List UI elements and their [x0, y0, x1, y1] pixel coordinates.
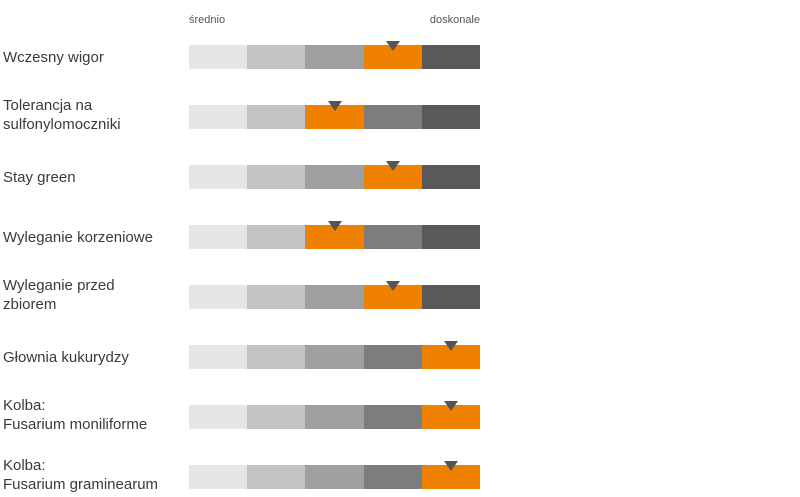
- trait-label: Kolba: Fusarium moniliforme: [3, 397, 148, 433]
- trait-label: Wczesny wigor: [3, 49, 104, 66]
- rating-segment: [364, 345, 422, 369]
- rating-bar: [189, 165, 480, 189]
- rating-segment: [247, 105, 305, 129]
- rating-segment: [189, 165, 247, 189]
- trait-row: Wyleganie korzeniowe: [0, 0, 800, 249]
- rating-segment: [364, 225, 422, 249]
- trait-row: Stay green: [0, 0, 800, 189]
- rating-bar: [189, 105, 480, 129]
- rating-marker-icon: [386, 41, 400, 51]
- trait-label: Głownia kukurydzy: [3, 349, 129, 366]
- rating-marker-icon: [328, 101, 342, 111]
- rating-segment: [305, 345, 364, 369]
- rating-segment: [422, 105, 480, 129]
- rating-segment: [189, 285, 247, 309]
- rating-segment: [247, 45, 305, 69]
- rating-segment: [364, 405, 422, 429]
- rating-segment: [247, 285, 305, 309]
- rating-segment: [364, 105, 422, 129]
- rating-marker-icon: [444, 461, 458, 471]
- rating-segment: [247, 465, 305, 489]
- rating-segment: [422, 45, 480, 69]
- trait-label: Stay green: [3, 169, 76, 186]
- rating-segment: [247, 225, 305, 249]
- rating-segment: [422, 165, 480, 189]
- trait-row: Głownia kukurydzy: [0, 0, 800, 369]
- rating-bar: [189, 45, 480, 69]
- trait-label: Kolba: Fusarium graminearum: [3, 457, 159, 493]
- rating-bar: [189, 285, 480, 309]
- rating-segment: [422, 225, 480, 249]
- rating-segment: [364, 465, 422, 489]
- rating-segment: [305, 45, 364, 69]
- scale-min-label: średnio: [189, 14, 226, 26]
- rating-segment: [247, 345, 305, 369]
- rating-segment: [189, 225, 247, 249]
- rating-bar: [189, 465, 480, 489]
- trait-row: Wczesny wigor: [0, 0, 800, 69]
- rating-bar: [189, 405, 480, 429]
- rating-segment: [189, 105, 247, 129]
- trait-label: Wyleganie korzeniowe: [3, 229, 153, 246]
- scale-max-label: doskonale: [429, 14, 480, 26]
- trait-row: Tolerancja na sulfonylomoczniki: [0, 0, 800, 133]
- rating-marker-icon: [444, 341, 458, 351]
- rating-marker-icon: [444, 401, 458, 411]
- rating-segment: [305, 465, 364, 489]
- trait-row: Wyleganie przed zbiorem: [0, 0, 800, 313]
- rating-marker-icon: [386, 161, 400, 171]
- rating-segment: [247, 165, 305, 189]
- trait-row: Kolba: Fusarium moniliforme: [0, 0, 800, 433]
- rating-segment: [305, 165, 364, 189]
- rating-segment: [189, 405, 247, 429]
- rating-segment: [305, 405, 364, 429]
- trait-label: Tolerancja na sulfonylomoczniki: [3, 97, 121, 133]
- rating-marker-icon: [386, 281, 400, 291]
- rating-bar: [189, 225, 480, 249]
- rating-segment: [422, 285, 480, 309]
- rating-marker-icon: [328, 221, 342, 231]
- rating-segment: [189, 345, 247, 369]
- rating-segment: [189, 465, 247, 489]
- rating-segment: [247, 405, 305, 429]
- rating-segment: [189, 45, 247, 69]
- rating-segment: [305, 285, 364, 309]
- trait-label: Wyleganie przed zbiorem: [3, 277, 115, 313]
- rating-bar: [189, 345, 480, 369]
